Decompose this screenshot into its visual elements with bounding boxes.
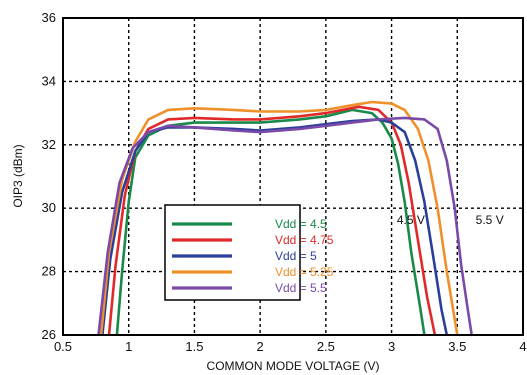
series-line-3 (101, 118, 449, 335)
legend-label: Vdd = 5.25 (275, 265, 334, 279)
x-tick-labels: 0.5 1 1.5 2 2.5 3 3.5 4 (54, 339, 527, 354)
x-tick-label: 2 (257, 339, 264, 354)
annotation-label: 5.5 V (476, 213, 504, 227)
y-tick-label: 26 (42, 327, 56, 342)
series-line-4 (99, 100, 459, 335)
x-tick-label: 4 (519, 339, 526, 354)
y-tick-labels: 26 28 30 32 34 36 (42, 10, 56, 342)
x-tick-label: 0.5 (54, 339, 72, 354)
y-tick-label: 34 (42, 73, 56, 88)
series-line-5 (97, 116, 473, 335)
y-axis-label: OIP3 (dBm) (11, 144, 25, 207)
x-tick-label: 1.5 (185, 339, 203, 354)
plot-frame (62, 17, 524, 336)
y-tick-label: 28 (42, 264, 56, 279)
legend-label: Vdd = 4.75 (275, 233, 334, 247)
x-tick-label: 1 (125, 339, 132, 354)
annotation-label: 4.5 V (397, 213, 425, 227)
x-tick-label: 3 (388, 339, 395, 354)
x-tick-label: 2.5 (317, 339, 335, 354)
x-axis-label: COMMON MODE VOLTAGE (V) (207, 359, 380, 373)
legend-label: Vdd = 4.5 (275, 217, 327, 231)
y-tick-label: 36 (42, 10, 56, 25)
legend-box (164, 204, 301, 301)
series-layer (97, 100, 473, 335)
series-line-1 (115, 108, 426, 335)
legend-label: Vdd = 5.5 (275, 281, 327, 295)
legend-label: Vdd = 5 (275, 249, 317, 263)
x-tick-label: 3.5 (448, 339, 466, 354)
y-tick-label: 30 (42, 200, 56, 215)
legend: Vdd = 4.5 Vdd = 4.75 Vdd = 5 Vdd = 5.25 Vdd … (164, 204, 334, 301)
y-tick-label: 32 (42, 137, 56, 152)
annotations: 4.5 V 5.5 V (397, 213, 504, 227)
